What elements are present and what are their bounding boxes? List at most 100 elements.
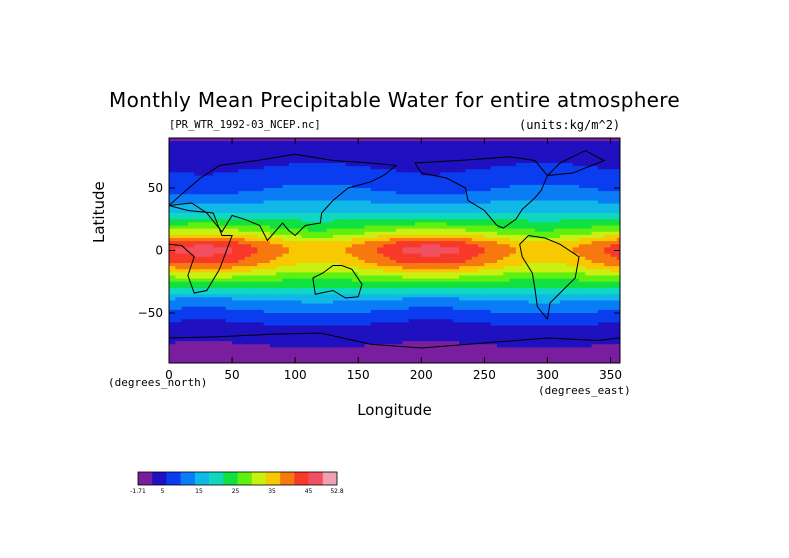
field-cell [276, 313, 284, 317]
field-cell [433, 238, 441, 242]
field-cell [585, 172, 593, 177]
field-cell [389, 331, 397, 336]
field-cell [585, 297, 593, 302]
field-cell [263, 234, 271, 239]
field-cell [446, 247, 454, 252]
field-cell [471, 253, 479, 258]
field-cell [314, 338, 321, 342]
field-cell [591, 225, 599, 230]
field-cell [484, 253, 492, 258]
field-cell [579, 344, 586, 348]
field-cell [345, 166, 353, 170]
field-cell [269, 172, 277, 177]
field-cell [244, 244, 252, 248]
field-cell [276, 147, 284, 152]
field-cell [269, 350, 277, 355]
field-cell [339, 188, 347, 192]
field-cell [200, 191, 208, 195]
field-cell [440, 253, 448, 258]
field-cell [585, 181, 593, 186]
field-cell [333, 250, 340, 255]
field-cell [232, 153, 239, 158]
field-cell [282, 172, 290, 177]
field-cell [446, 222, 454, 227]
field-cell [194, 225, 202, 230]
field-cell [560, 325, 567, 330]
field-cell [301, 309, 309, 314]
field-cell [433, 209, 441, 214]
field-cell [358, 297, 366, 302]
field-cell [200, 247, 208, 252]
field-cell [364, 288, 372, 292]
field-cell [421, 306, 429, 311]
field-cell [610, 163, 618, 167]
field-cell [389, 188, 397, 192]
field-cell [345, 272, 353, 277]
field-cell [433, 178, 441, 183]
field-cell [389, 250, 397, 255]
field-cell [465, 150, 473, 155]
field-cell [295, 253, 303, 258]
field-cell [225, 250, 233, 255]
field-cell [459, 322, 467, 327]
field-cell [478, 338, 485, 342]
field-cell [610, 200, 618, 205]
field-cell [402, 272, 410, 277]
field-cell [509, 147, 517, 152]
field-cell [616, 272, 620, 277]
field-cell [263, 334, 271, 339]
field-cell [579, 219, 586, 223]
field-cell [490, 250, 498, 255]
field-cell [452, 278, 460, 283]
field-cell [339, 153, 347, 158]
field-cell [572, 306, 580, 311]
field-cell [269, 138, 277, 142]
field-cell [408, 200, 416, 205]
field-cell [471, 331, 479, 336]
field-cell [389, 241, 397, 245]
field-cell [364, 222, 372, 227]
field-cell [219, 306, 227, 311]
field-cell [509, 284, 517, 289]
field-cell [604, 241, 612, 245]
field-cell [326, 334, 334, 339]
field-cell [415, 144, 422, 148]
field-cell [187, 241, 195, 245]
field-cell [225, 331, 233, 336]
field-cell [295, 294, 303, 298]
field-cell [232, 313, 239, 317]
field-cell [282, 338, 290, 342]
field-cell [225, 156, 233, 161]
field-cell [471, 194, 479, 198]
field-cell [591, 306, 599, 311]
field-cell [459, 159, 467, 164]
field-cell [610, 334, 618, 339]
field-cell [591, 241, 599, 245]
field-cell [572, 303, 580, 308]
field-cell [288, 281, 296, 286]
field-cell [427, 300, 435, 305]
field-cell [257, 259, 265, 264]
field-cell [553, 159, 561, 164]
field-cell [351, 275, 359, 280]
field-cell [358, 194, 366, 198]
field-cell [616, 319, 620, 323]
field-cell [610, 138, 618, 142]
field-cell [263, 309, 271, 314]
field-cell [490, 300, 498, 305]
field-cell [541, 153, 549, 158]
field-cell [433, 297, 441, 302]
field-cell [320, 194, 328, 198]
field-cell [320, 294, 328, 298]
field-cell [490, 256, 498, 261]
field-cell [421, 163, 429, 167]
field-cell [370, 184, 378, 189]
field-cell [408, 319, 416, 323]
field-cell [181, 322, 189, 327]
field-cell [528, 278, 536, 283]
field-cell [446, 138, 454, 142]
field-cell [623, 263, 630, 267]
field-cell [314, 284, 321, 289]
field-cell [383, 322, 391, 327]
field-cell [175, 216, 183, 220]
